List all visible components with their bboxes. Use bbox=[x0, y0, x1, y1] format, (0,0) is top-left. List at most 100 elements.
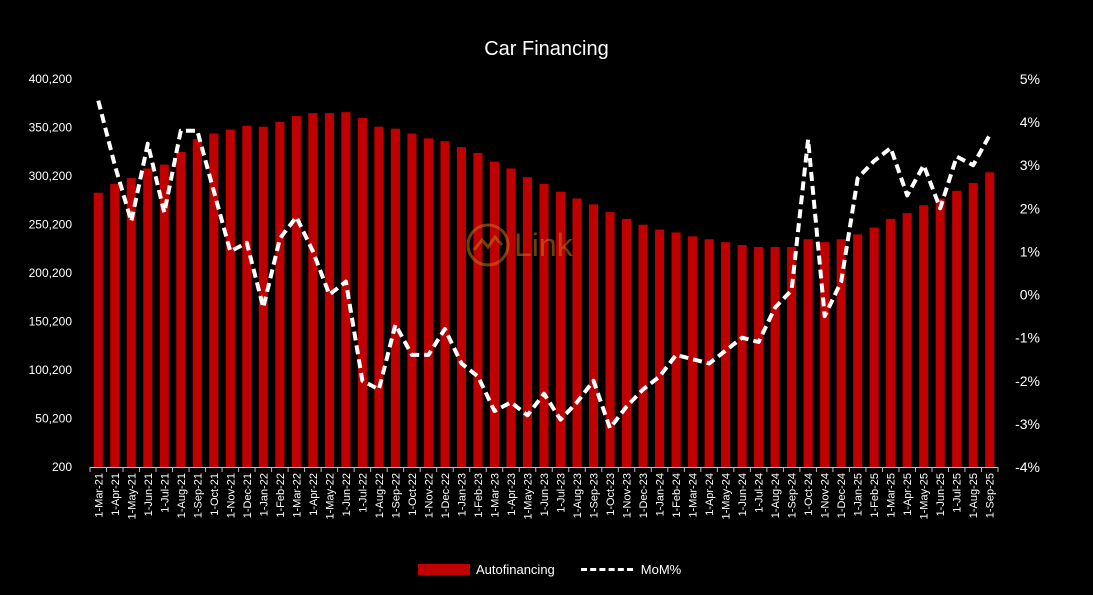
y-left-tick-label: 150,200 bbox=[29, 315, 73, 329]
x-tick-label: 1-Feb-22 bbox=[275, 473, 287, 518]
bar bbox=[489, 161, 500, 468]
x-tick-label: 1-Aug-25 bbox=[968, 473, 980, 518]
bar bbox=[93, 192, 103, 467]
bar bbox=[143, 168, 153, 467]
x-tick-label: 1-Jun-21 bbox=[143, 473, 155, 516]
legend-swatch-autofinancing bbox=[418, 564, 470, 575]
bar bbox=[803, 239, 813, 467]
x-tick-label: 1-Sep-23 bbox=[589, 473, 601, 518]
x-tick-label: 1-Oct-23 bbox=[605, 473, 617, 516]
bar bbox=[704, 239, 714, 467]
bar bbox=[225, 129, 235, 467]
bar bbox=[935, 198, 945, 467]
x-tick-label: 1-Jun-23 bbox=[539, 473, 551, 516]
bar bbox=[456, 147, 466, 467]
y-left-tick-label: 200,200 bbox=[29, 266, 73, 280]
bar bbox=[473, 152, 483, 467]
bar bbox=[522, 177, 533, 467]
y-right-tick-label: 3% bbox=[1020, 157, 1040, 173]
y-right-tick-label: 1% bbox=[1020, 243, 1040, 259]
bar bbox=[110, 183, 120, 468]
bar bbox=[555, 191, 566, 468]
x-tick-label: 1-Jul-22 bbox=[357, 473, 369, 513]
bar bbox=[506, 168, 516, 467]
bar bbox=[275, 121, 285, 468]
x-tick-label: 1-Oct-24 bbox=[803, 473, 815, 516]
x-tick-label: 1-Sep-24 bbox=[787, 473, 799, 518]
legend-label-autofinancing: Autofinancing bbox=[476, 562, 555, 577]
y-left-tick-label: 100,200 bbox=[29, 363, 73, 377]
bar bbox=[192, 139, 202, 468]
bar bbox=[407, 133, 417, 467]
x-tick-label: 1-May-24 bbox=[721, 473, 733, 519]
bar bbox=[770, 247, 780, 467]
x-tick-label: 1-Nov-22 bbox=[423, 473, 435, 518]
bar bbox=[919, 205, 929, 467]
x-tick-label: 1-Jul-25 bbox=[952, 473, 964, 513]
bar bbox=[539, 183, 549, 468]
bar bbox=[605, 212, 615, 467]
bar bbox=[721, 242, 731, 467]
x-tick-label: 1-Jan-25 bbox=[853, 473, 865, 516]
y-right-tick-label: 0% bbox=[1020, 287, 1040, 303]
x-tick-label: 1-Apr-23 bbox=[506, 473, 518, 516]
x-tick-label: 1-Apr-24 bbox=[704, 473, 716, 516]
bar bbox=[688, 236, 698, 467]
bar bbox=[836, 239, 846, 467]
bar bbox=[374, 126, 384, 467]
x-tick-label: 1-Aug-22 bbox=[374, 473, 386, 518]
x-tick-label: 1-Nov-23 bbox=[622, 473, 634, 518]
bar bbox=[357, 117, 367, 467]
y-right-tick-label: -1% bbox=[1015, 330, 1040, 346]
x-tick-label: 1-Mar-21 bbox=[93, 473, 105, 518]
x-tick-label: 1-Mar-23 bbox=[489, 473, 501, 518]
bar bbox=[209, 133, 219, 467]
bar bbox=[754, 247, 764, 467]
bar bbox=[869, 227, 879, 467]
bar bbox=[638, 224, 648, 467]
x-tick-label: 1-Jul-24 bbox=[754, 473, 766, 513]
bar bbox=[902, 213, 912, 467]
y-left-tick-label: 350,200 bbox=[29, 121, 73, 135]
x-tick-label: 1-Nov-21 bbox=[225, 473, 237, 518]
x-tick-label: 1-May-22 bbox=[324, 473, 336, 519]
y-right-tick-label: 2% bbox=[1020, 200, 1040, 216]
x-tick-label: 1-Dec-24 bbox=[836, 473, 848, 518]
legend-label-mom: MoM% bbox=[640, 562, 682, 577]
bar bbox=[671, 232, 681, 467]
bar bbox=[126, 178, 136, 467]
legend: Autofinancing MoM% bbox=[418, 562, 681, 577]
bar bbox=[291, 116, 301, 467]
x-tick-label: 1-Jan-24 bbox=[655, 473, 667, 516]
x-tick-label: 1-Dec-22 bbox=[440, 473, 452, 518]
x-tick-label: 1-Jul-23 bbox=[556, 473, 568, 513]
bar bbox=[952, 190, 962, 467]
watermark-logo: Link bbox=[466, 223, 574, 267]
bar bbox=[341, 112, 351, 467]
x-tick-label: 1-Apr-21 bbox=[110, 473, 122, 516]
bar bbox=[572, 198, 582, 467]
bar bbox=[159, 164, 169, 467]
y-right-tick-label: -2% bbox=[1015, 373, 1040, 389]
x-tick-label: 1-May-21 bbox=[126, 473, 138, 519]
y-right-tick-label: -4% bbox=[1015, 459, 1040, 475]
y-left-tick-label: 250,200 bbox=[29, 218, 73, 232]
x-tick-label: 1-Jul-21 bbox=[159, 473, 171, 513]
y-left-tick-label: 300,200 bbox=[29, 169, 73, 183]
bar bbox=[985, 172, 995, 467]
y-right-tick-label: 4% bbox=[1020, 114, 1040, 130]
y-left-tick-label: 200 bbox=[52, 460, 72, 474]
x-tick-label: 1-May-23 bbox=[522, 473, 534, 519]
bar bbox=[242, 125, 252, 467]
x-tick-label: 1-Feb-23 bbox=[473, 473, 485, 518]
bar bbox=[853, 234, 863, 467]
bar bbox=[176, 151, 186, 467]
x-tick-label: 1-Oct-22 bbox=[407, 473, 419, 516]
chart-title: Car Financing bbox=[484, 38, 609, 60]
x-tick-label: 1-Dec-21 bbox=[242, 473, 254, 518]
bar bbox=[423, 138, 433, 467]
x-tick-label: 1-May-25 bbox=[919, 473, 931, 519]
x-tick-label: 1-Apr-22 bbox=[308, 473, 320, 516]
x-tick-label: 1-Aug-21 bbox=[176, 473, 188, 518]
